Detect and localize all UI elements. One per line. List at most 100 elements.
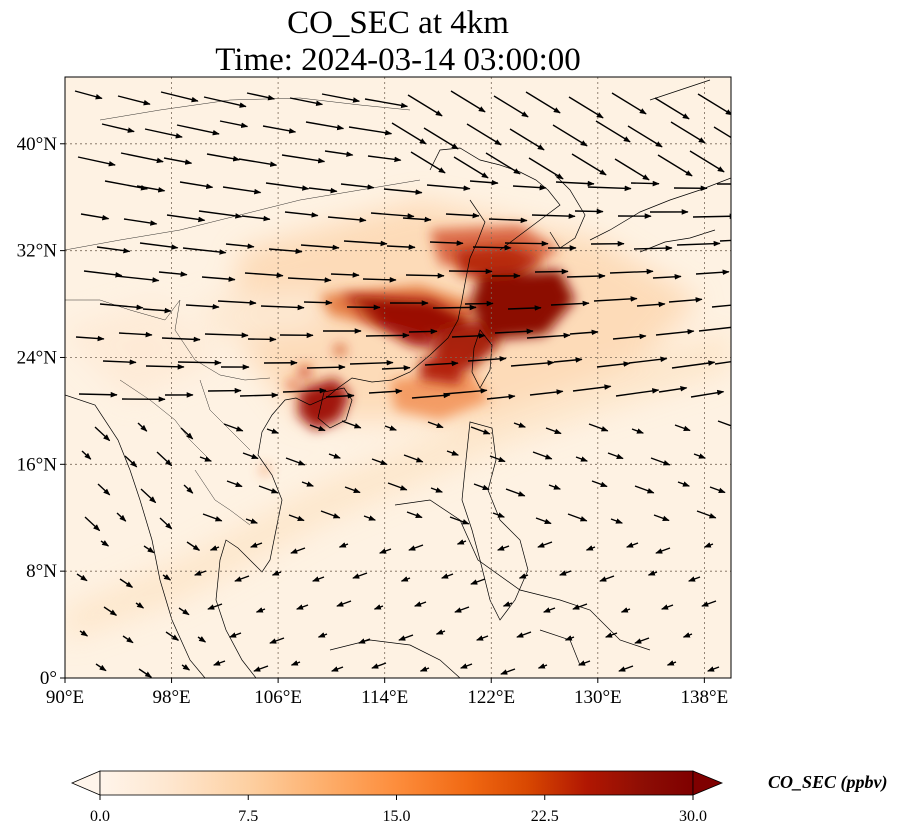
wind-arrow	[464, 300, 494, 307]
wind-arrow	[166, 214, 206, 223]
wind-arrow	[119, 578, 134, 588]
wind-arrow	[610, 518, 623, 524]
wind-arrow	[427, 421, 444, 429]
wind-arrow	[446, 450, 459, 456]
wind-arrow	[486, 393, 516, 400]
wind-arrow	[466, 123, 502, 146]
wind-arrow	[145, 364, 185, 370]
wind-arrow	[77, 156, 116, 167]
wind-arrow	[331, 666, 344, 672]
wind-arrow	[692, 213, 731, 220]
x-tick-label: 90°E	[46, 687, 84, 708]
wind-arrow	[553, 357, 583, 363]
wind-arrow	[607, 452, 624, 460]
wind-arrow	[647, 570, 658, 576]
wind-arrow	[408, 328, 438, 335]
wind-arrow	[410, 151, 446, 174]
wind-arrow	[165, 631, 180, 641]
wind-arrow	[358, 638, 371, 644]
wind-arrow	[156, 451, 173, 467]
wind-arrow	[365, 332, 410, 339]
wind-arrow	[423, 127, 459, 150]
wind-arrow	[340, 183, 375, 190]
wind-arrow	[287, 277, 332, 283]
wind-arrow	[494, 328, 534, 335]
map-panel	[65, 77, 731, 678]
wind-arrow	[343, 240, 388, 247]
wind-arrow	[526, 332, 571, 339]
wind-arrow	[258, 485, 279, 494]
wind-arrow	[242, 452, 259, 460]
wind-arrow	[268, 248, 303, 254]
wind-arrow	[181, 664, 191, 671]
wind-arrow	[518, 573, 529, 579]
wind-arrow	[176, 124, 220, 136]
wind-arrow	[578, 660, 591, 666]
wind-arrow	[507, 305, 542, 311]
colorbar-tick-label: 0.0	[90, 808, 110, 825]
wind-arrow	[682, 632, 693, 638]
wind-arrow	[537, 663, 548, 669]
wind-arrow	[244, 272, 284, 279]
wind-arrow	[120, 152, 164, 164]
wind-arrow	[695, 269, 730, 276]
wind-arrow	[364, 98, 409, 109]
wind-arrow	[545, 427, 562, 435]
wind-arrow	[80, 213, 110, 221]
wind-arrow	[327, 216, 367, 223]
wind-arrow	[595, 120, 631, 143]
wind-arrow	[696, 510, 717, 519]
wind-arrow	[591, 480, 608, 488]
wind-arrow	[289, 97, 324, 106]
wind-arrow	[472, 244, 512, 251]
wind-arrow	[255, 607, 266, 613]
wind-arrow	[308, 187, 338, 194]
wind-arrow	[328, 453, 341, 459]
wind-arrow	[161, 336, 201, 343]
wind-arrow	[435, 629, 446, 635]
wind-arrow	[552, 124, 588, 147]
wind-arrow	[300, 244, 340, 251]
wind-vectors	[74, 90, 731, 678]
wind-arrow	[250, 542, 263, 548]
wind-arrow	[612, 333, 647, 340]
wind-arrow	[100, 540, 110, 547]
wind-arrow	[572, 384, 612, 392]
wind-arrow	[657, 154, 693, 177]
wind-arrow	[460, 663, 473, 669]
x-tick-label: 98°E	[152, 687, 190, 708]
colorbar-ticks: 0.0 7.5 15.0 22.5 30.0	[90, 795, 707, 825]
wind-arrow	[124, 455, 138, 468]
wind-arrow	[387, 482, 408, 491]
wind-arrow	[713, 126, 731, 139]
wind-arrow	[575, 456, 588, 462]
wind-arrow	[670, 121, 706, 144]
wind-arrow	[101, 123, 135, 133]
wind-arrow	[203, 96, 247, 108]
wind-arrow	[384, 425, 397, 431]
wind-arrow	[246, 92, 276, 101]
wind-arrow	[470, 426, 491, 435]
wind-arrow	[456, 539, 467, 545]
wind-arrow	[185, 303, 220, 310]
wind-arrow	[99, 303, 144, 311]
wind-arrow	[115, 275, 160, 283]
wind-arrow	[500, 668, 516, 675]
wind-arrow	[485, 152, 521, 175]
wind-arrow	[567, 513, 588, 522]
map-title: CO_SEC at 4km	[287, 5, 509, 41]
wind-arrow	[341, 420, 362, 429]
wind-arrow	[566, 273, 606, 279]
wind-arrow	[178, 607, 190, 616]
wind-arrow	[94, 426, 111, 442]
wind-arrow	[79, 630, 89, 637]
wind-arrow	[688, 576, 701, 582]
wind-arrow	[599, 575, 615, 582]
latitude-axis: 0° 8°N 16°N 24°N 32°N 40°N	[17, 134, 65, 689]
wind-arrow	[348, 126, 393, 136]
y-tick-label: 32°N	[17, 241, 58, 262]
wind-arrow	[509, 128, 545, 151]
wind-arrow	[104, 180, 148, 191]
wind-arrow	[671, 360, 716, 369]
wind-arrow	[253, 665, 269, 672]
